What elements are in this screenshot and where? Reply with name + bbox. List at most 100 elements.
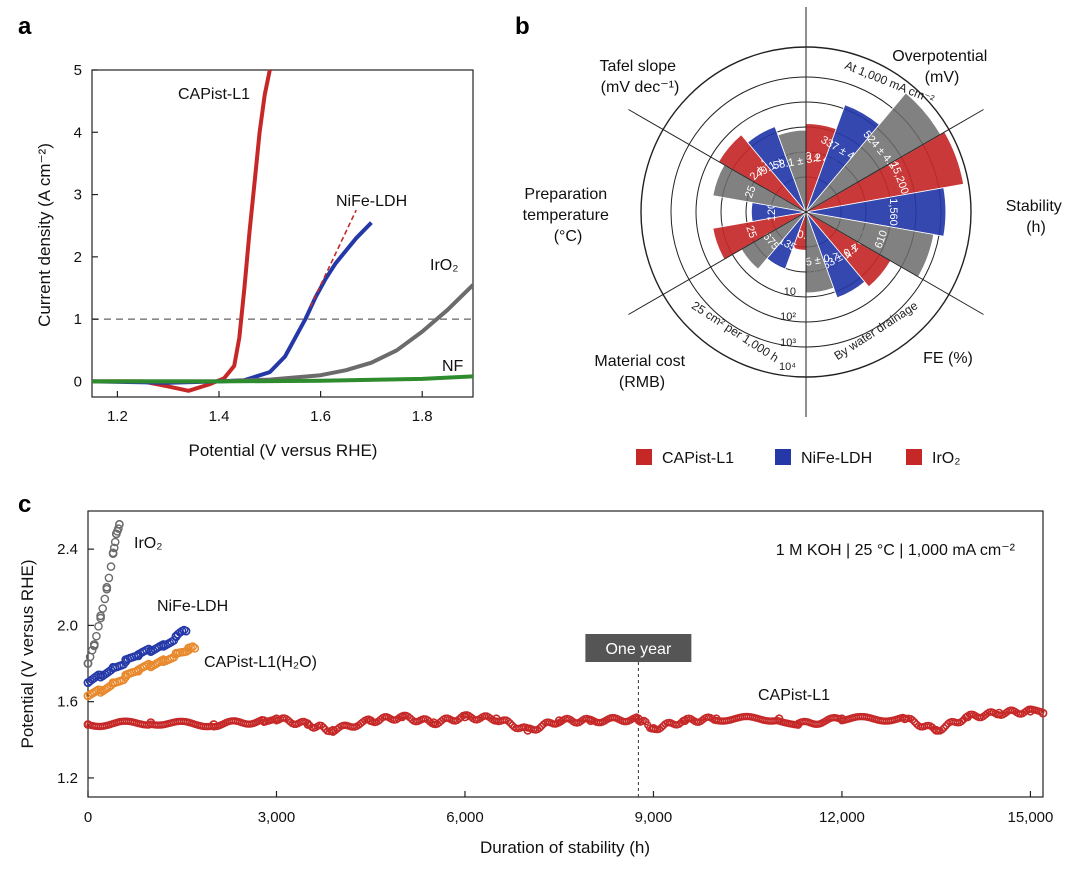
polar-value-label-iro2-4: 25 xyxy=(743,184,758,200)
data-point-capist-l1-h2o-5 xyxy=(146,661,156,670)
category-label-tafel-line2: (mV dec⁻¹) xyxy=(601,79,680,96)
data-point-capist-l1-h2o-1 xyxy=(96,685,105,695)
point-iro2 xyxy=(114,524,123,533)
data-point-iro2-4 xyxy=(108,548,118,558)
series-line-a-nife-ldh-extrapolation xyxy=(309,209,357,308)
series-line-a-capist-l1 xyxy=(92,69,272,393)
data-point-capist-l1-1 xyxy=(146,718,156,727)
panel-a-y-axis-label: Current density (A cm⁻²) xyxy=(35,143,54,327)
data-point-capist-l1-5 xyxy=(303,720,313,729)
y-tick-label-c-1-6: 1.6 xyxy=(57,694,78,711)
data-point-capist-l1-18 xyxy=(711,714,721,724)
data-point-capist-l1-3 xyxy=(259,716,269,726)
data-point-capist-l1-10 xyxy=(460,712,470,722)
category-label-stability: Stability (h) xyxy=(1006,198,1066,236)
series-nife-ldh-c xyxy=(83,625,191,687)
x-tick-label-c-0: 0 xyxy=(84,809,92,826)
data-point-nife-ldh-5 xyxy=(146,645,156,655)
point-iro2 xyxy=(94,622,103,631)
category-label-preparation-temperature: Preparation temperature (°C) xyxy=(523,186,614,245)
data-point-capist-l1-9 xyxy=(429,718,438,727)
series-line-a-iro2 xyxy=(92,283,475,384)
point-iro2 xyxy=(104,573,114,583)
point-capist-l1 xyxy=(535,724,544,732)
data-point-nife-ldh-0 xyxy=(83,678,93,687)
data-point-capist-l1-11 xyxy=(491,714,501,724)
data-point-capist-l1-13 xyxy=(554,716,564,726)
data-point-capist-l1-26 xyxy=(1026,706,1035,716)
data-point-iro2-6 xyxy=(115,519,124,529)
label-capist-l1-a: CAPist-L1 xyxy=(178,86,250,103)
data-point-capist-l1-27 xyxy=(1038,708,1048,718)
data-point-capist-l1-4 xyxy=(272,714,281,724)
panel-a-label: a xyxy=(18,13,32,40)
polar-value-label-iro2-1: 610 xyxy=(873,229,891,250)
data-point-capist-l1-h2o-6 xyxy=(158,655,168,665)
data-point-iro2-2 xyxy=(96,611,105,621)
category-label-material-cost: Material cost (RMB) xyxy=(594,353,689,391)
panel-b-legend: CAPist-L1 NiFe-LDH IrO₂ xyxy=(636,449,960,467)
y-tick-label-a-1: 1 xyxy=(74,311,82,328)
panel-a-frame xyxy=(91,69,474,398)
point-capist-l1 xyxy=(504,717,512,725)
ring-note-material-cost: 25 cm² per 1,000 h xyxy=(689,298,781,365)
y-tick-label-c-2-0: 2.0 xyxy=(57,617,78,634)
data-point-iro2-0 xyxy=(83,659,93,668)
data-point-capist-l1-15 xyxy=(634,714,643,724)
data-point-nife-ldh-8 xyxy=(181,626,191,636)
data-point-capist-l1-h2o-0 xyxy=(83,691,93,701)
x-tick-label-a-1-4: 1.4 xyxy=(209,408,230,425)
data-point-capist-l1-20 xyxy=(793,720,803,729)
data-point-capist-l1-25 xyxy=(994,708,1004,718)
y-tick-label-a-4: 4 xyxy=(74,124,82,141)
point-capist-l1 xyxy=(1037,708,1045,716)
series-capist-l1-c xyxy=(83,705,1048,736)
y-tick-label-c-2-4: 2.4 xyxy=(57,541,78,558)
polar-spoke-5 xyxy=(628,211,807,315)
x-tick-label-c-12-000: 12,000 xyxy=(819,809,865,826)
data-point-iro2-3 xyxy=(102,582,112,592)
label-iro2-c: IrO₂ xyxy=(134,535,162,552)
panel-c-series xyxy=(83,519,1048,736)
panel-c-chart: One year 0 3,000 6,000 9,000 12,000 15,000 1.2… xyxy=(18,510,1053,857)
category-label-overpotential-line1: Overpotential xyxy=(892,48,987,65)
data-point-capist-l1-22 xyxy=(900,714,910,724)
panel-c-annotation: 1 M KOH | 25 °C | 1,000 mA cm⁻² xyxy=(776,542,1016,559)
cost-scale-10-3: 10³ xyxy=(780,337,796,349)
y-tick-label-c-1-2: 1.2 xyxy=(57,770,78,787)
legend-label-nife-ldh: NiFe-LDH xyxy=(801,450,872,467)
data-point-capist-l1-24 xyxy=(963,712,972,722)
x-tick-label-c-3-000: 3,000 xyxy=(258,809,296,826)
cost-scale-10: 10 xyxy=(784,286,796,298)
panel-c-marker-layer: One year xyxy=(585,634,692,797)
panel-a-ticks: 1.2 1.4 1.6 1.8 0 1 2 3 4 5 xyxy=(74,62,433,425)
data-point-capist-l1-h2o-3 xyxy=(121,672,131,682)
label-nife-ldh-a: NiFe-LDH xyxy=(336,193,407,210)
point-iro2 xyxy=(109,543,119,553)
data-point-nife-ldh-1 xyxy=(96,670,105,680)
panel-a-chart: 1.2 1.4 1.6 1.8 0 1 2 3 4 5 Potential (V versus R… xyxy=(35,62,475,460)
category-label-material-cost-line2: (RMB) xyxy=(619,374,665,391)
y-tick-label-a-3: 3 xyxy=(74,187,82,204)
x-tick-label-a-1-2: 1.2 xyxy=(107,408,128,425)
data-point-nife-ldh-2 xyxy=(108,662,118,672)
panel-c-y-axis-label: Potential (V versus RHE) xyxy=(18,560,37,749)
ring-note-current-density: At 1,000 mA cm⁻² xyxy=(843,58,936,107)
y-tick-label-a-0: 0 xyxy=(74,373,82,390)
data-point-capist-l1-h2o-4 xyxy=(133,666,143,676)
label-iro2-a: IrO₂ xyxy=(430,257,458,274)
series-line-a-nf xyxy=(92,374,474,384)
polar-value-label-nife-ldh-1: 1,560 xyxy=(887,198,899,226)
cost-scale-10-2: 10² xyxy=(780,311,796,323)
polar-value-label-capist-l1-4: 25 xyxy=(743,224,758,240)
y-tick-label-a-5: 5 xyxy=(74,62,82,79)
panel-c-ticks: 0 3,000 6,000 9,000 12,000 15,000 1.2 1.6 2.0 2.4 xyxy=(57,541,1053,826)
polar-bar-nife-ldh-1 xyxy=(805,187,947,237)
data-point-capist-l1-19 xyxy=(774,714,784,724)
category-label-prep-line3: (°C) xyxy=(554,228,583,245)
data-point-capist-l1-h2o-7 xyxy=(171,649,181,659)
ring-note-water-drainage: By water drainage xyxy=(831,298,920,363)
point-capist-l1 xyxy=(958,717,966,726)
polar-spoke-2 xyxy=(805,109,984,213)
